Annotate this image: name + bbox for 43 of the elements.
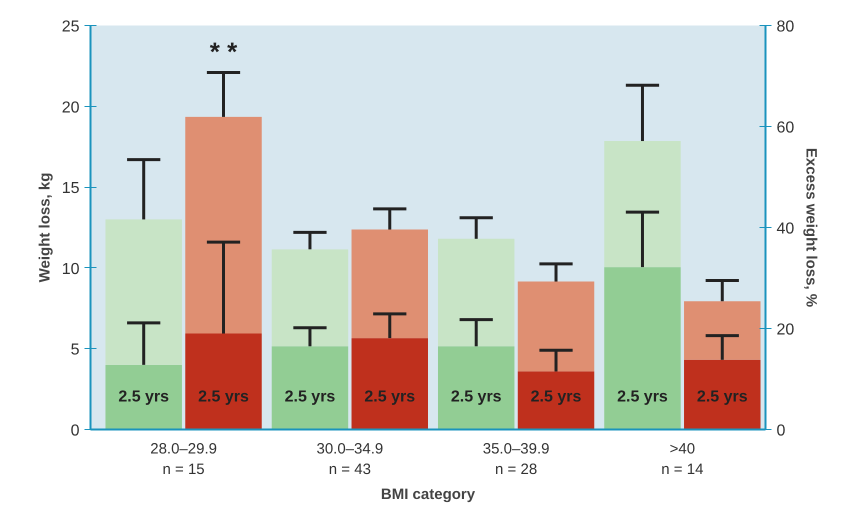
y2-tick-label: 80 [776,18,794,36]
bar [352,230,428,338]
text: 2.5 yrs [530,388,582,406]
y-tick-label: 10 [62,260,80,278]
bar [185,334,262,430]
text: 2.5 yrs [696,388,748,406]
text: 2.5 yrs [364,388,416,406]
y2-tick-label: 0 [776,422,786,440]
text: 2.5 yrs [450,388,502,406]
bar [518,371,594,430]
bar [105,364,182,430]
bar [105,219,182,365]
y-tick-label: 20 [62,99,80,116]
y-axis-title: Weight loss, kg [36,172,54,282]
y2-tick-label: 20 [776,322,794,338]
bar [684,360,761,430]
bar [272,249,348,346]
bar [272,346,348,430]
bar [438,346,514,430]
annotation: * * [210,36,238,66]
x-tick-label: 28.0–29.9 n = 15 [150,440,217,478]
y-tick-label: 0 [70,422,80,440]
y2-tick-label: 40 [776,220,794,238]
bar [684,301,761,360]
y2-tick-label: 60 [776,120,794,136]
y-tick-label: 15 [62,180,80,198]
bar [438,238,514,346]
y-tick-label: 25 [62,18,80,36]
y-tick-label: 5 [70,342,80,359]
x-tick-label: >40 n = 14 [661,440,704,478]
bar [604,267,681,430]
x-tick-label: 35.0–39.9 n = 28 [482,440,550,478]
text: 2.5 yrs [617,388,668,406]
bar [518,282,594,372]
bar [185,116,262,334]
bar [604,141,681,268]
series-label: 2.5 yrs [198,388,249,406]
x-axis-title: BMI category [380,486,476,503]
text: 2.5 yrs [284,388,336,406]
y2-axis-title: Excess weight loss, % [802,148,820,308]
x-tick-label: 30.0–34.9 n = 43 [316,440,384,478]
bar [352,338,428,430]
series-label: 2.5 yrs [118,388,170,406]
